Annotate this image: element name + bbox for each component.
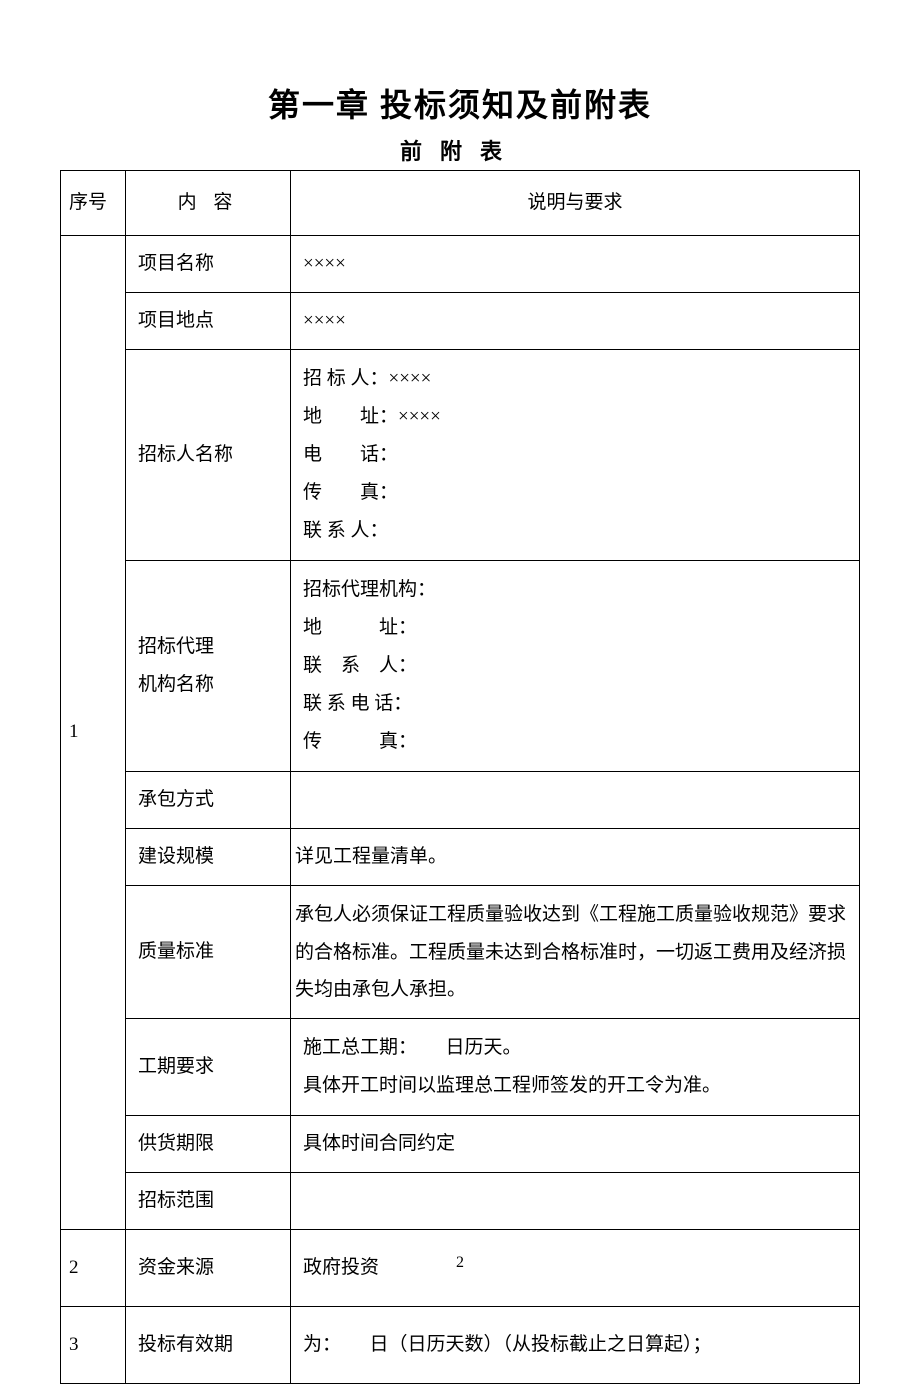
agency-line: 联 系 电 话：: [303, 685, 847, 723]
table-row: 供货期限 具体时间合同约定: [61, 1115, 860, 1172]
label-tenderer-name: 招标人名称: [126, 350, 291, 561]
header-content: 内 容: [126, 171, 291, 236]
table-row: 招标人名称 招 标 人：×××× 地 址：×××× 电 话： 传 真： 联 系 …: [61, 350, 860, 561]
agency-label-line: 机构名称: [138, 666, 278, 704]
label-duration: 工期要求: [126, 1018, 291, 1115]
value-project-location: ××××: [291, 293, 860, 350]
header-desc: 说明与要求: [291, 171, 860, 236]
value-build-scale: 详见工程量清单。: [291, 829, 860, 886]
agency-line: 地 址：: [303, 609, 847, 647]
tenderer-line: 招 标 人：××××: [303, 360, 847, 398]
value-bid-validity: 为： 日（日历天数）（从投标截止之日算起）；: [291, 1306, 860, 1383]
table-row: 招标代理 机构名称 招标代理机构： 地 址： 联 系 人： 联 系 电 话： 传…: [61, 561, 860, 772]
page-number: 2: [0, 1254, 920, 1272]
chapter-title: 第一章 投标须知及前附表: [60, 80, 860, 126]
table-row: 工期要求 施工总工期： 日历天。 具体开工时间以监理总工程师签发的开工令为准。: [61, 1018, 860, 1115]
value-quality-standard: 承包人必须保证工程质量验收达到《工程施工质量验收规范》要求的合格标准。工程质量未…: [291, 886, 860, 1018]
tenderer-line: 联 系 人：: [303, 512, 847, 550]
table-row: 建设规模 详见工程量清单。: [61, 829, 860, 886]
tenderer-line: 电 话：: [303, 436, 847, 474]
agency-label-line: 招标代理: [138, 628, 278, 666]
value-bid-scope: [291, 1172, 860, 1229]
label-project-name: 项目名称: [126, 236, 291, 293]
table-row: 1 项目名称 ××××: [61, 236, 860, 293]
value-duration: 施工总工期： 日历天。 具体开工时间以监理总工程师签发的开工令为准。: [291, 1018, 860, 1115]
label-bid-validity: 投标有效期: [126, 1306, 291, 1383]
header-seq: 序号: [61, 171, 126, 236]
tenderer-line: 传 真：: [303, 474, 847, 512]
agency-line: 传 真：: [303, 723, 847, 761]
table-header-row: 序号 内 容 说明与要求: [61, 171, 860, 236]
table-title: 前附表: [60, 134, 860, 166]
table-row: 质量标准 承包人必须保证工程质量验收达到《工程施工质量验收规范》要求的合格标准。…: [61, 886, 860, 1018]
label-supply-period: 供货期限: [126, 1115, 291, 1172]
duration-line: 具体开工时间以监理总工程师签发的开工令为准。: [303, 1067, 847, 1105]
table-row: 项目地点 ××××: [61, 293, 860, 350]
label-build-scale: 建设规模: [126, 829, 291, 886]
seq-3: 3: [61, 1306, 126, 1383]
label-contract-method: 承包方式: [126, 772, 291, 829]
value-contract-method: [291, 772, 860, 829]
value-project-name: ××××: [291, 236, 860, 293]
tenderer-line: 地 址：××××: [303, 398, 847, 436]
value-supply-period: 具体时间合同约定: [291, 1115, 860, 1172]
appendix-table: 序号 内 容 说明与要求 1 项目名称 ×××× 项目地点 ×××× 招标人名称…: [60, 170, 860, 1384]
table-row: 承包方式: [61, 772, 860, 829]
table-row: 招标范围: [61, 1172, 860, 1229]
agency-line: 招标代理机构：: [303, 571, 847, 609]
label-quality-standard: 质量标准: [126, 886, 291, 1018]
table-row: 3 投标有效期 为： 日（日历天数）（从投标截止之日算起）；: [61, 1306, 860, 1383]
seq-1: 1: [61, 236, 126, 1230]
label-bid-scope: 招标范围: [126, 1172, 291, 1229]
label-agency-name: 招标代理 机构名称: [126, 561, 291, 772]
value-agency-name: 招标代理机构： 地 址： 联 系 人： 联 系 电 话： 传 真：: [291, 561, 860, 772]
value-tenderer-name: 招 标 人：×××× 地 址：×××× 电 话： 传 真： 联 系 人：: [291, 350, 860, 561]
label-project-location: 项目地点: [126, 293, 291, 350]
agency-line: 联 系 人：: [303, 647, 847, 685]
duration-line: 施工总工期： 日历天。: [303, 1029, 847, 1067]
